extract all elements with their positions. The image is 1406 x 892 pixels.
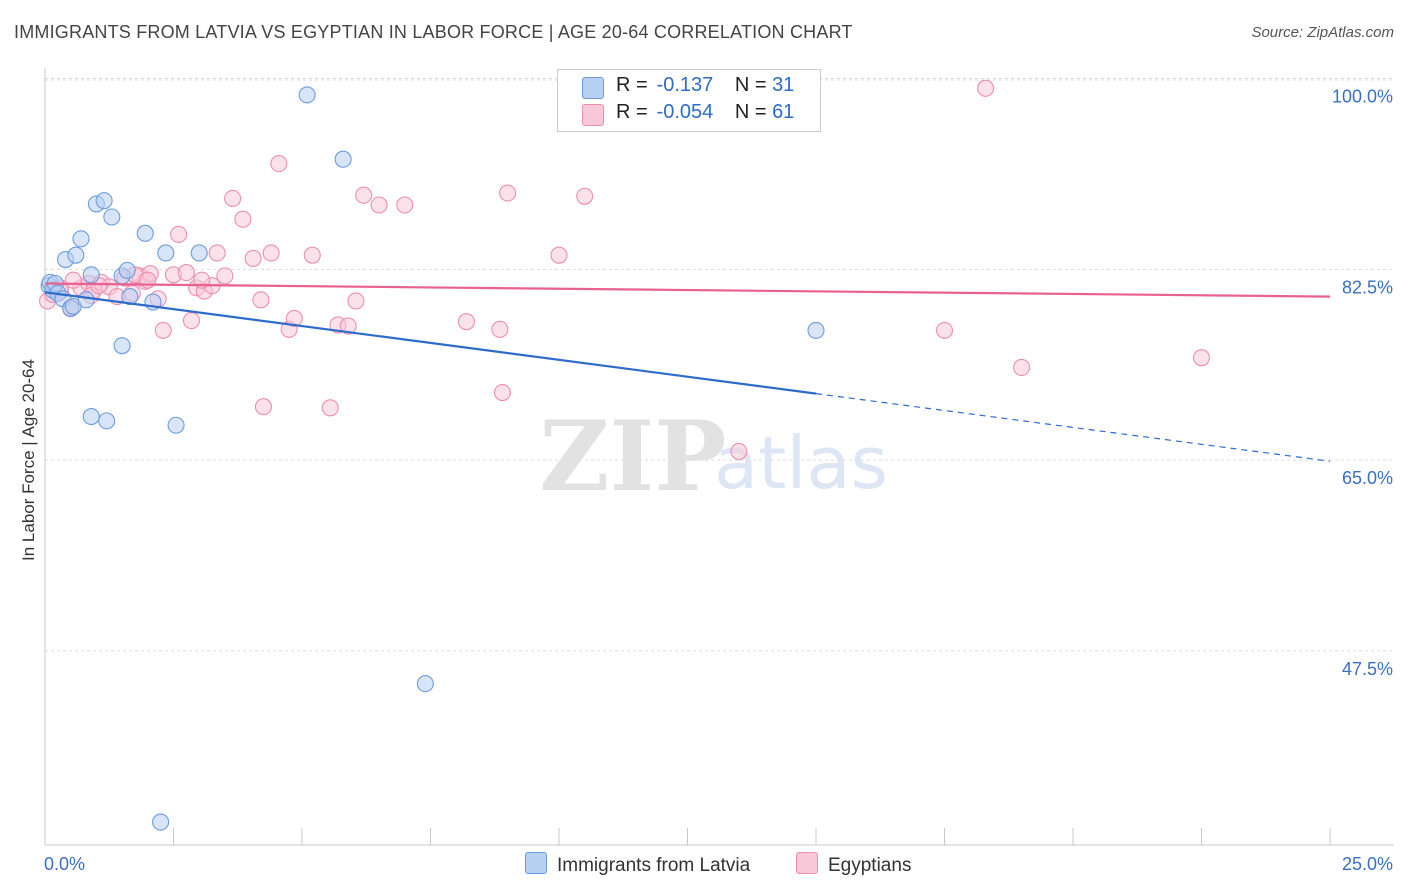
latvia-trend-line-extension — [815, 393, 1331, 462]
latvia-point — [298, 86, 316, 104]
latvia-point — [416, 675, 434, 693]
latvia-n-value: 31 — [772, 74, 795, 96]
egypt-legend-label: Egyptians — [828, 855, 912, 876]
latvia-point — [72, 230, 90, 248]
correlation-legend: R = -0.137 N = 31 R = -0.054 N = 61 — [557, 69, 821, 132]
egypt-point — [170, 225, 188, 243]
legend-r-label: R = — [616, 101, 648, 123]
egypt-r-value: -0.054 — [656, 101, 714, 123]
y-tick-label: 47.5% — [1342, 659, 1393, 679]
bottom-legend-egypt: Egyptians — [796, 852, 911, 877]
y-tick-label: 100.0% — [1332, 87, 1393, 107]
egypt-point — [262, 244, 280, 262]
legend-n-label: N = — [734, 74, 767, 96]
legend-r-label: R = — [616, 74, 648, 96]
latvia-point — [334, 150, 352, 168]
egypt-point — [457, 313, 476, 331]
latvia-point — [82, 407, 100, 426]
tick-labels: 100.0% 82.5% 65.0% 47.5% 0.0% 25.0% — [44, 87, 1393, 874]
latvia-point — [121, 288, 139, 306]
egypt-point — [339, 317, 357, 335]
grid-lines — [45, 78, 1394, 652]
egypt-point — [270, 155, 288, 173]
latvia-legend-swatch — [525, 852, 547, 874]
egypt-point — [285, 309, 303, 327]
watermark-atlas: atlas — [714, 421, 888, 505]
latvia-point — [82, 266, 100, 284]
egypt-swatch — [582, 104, 604, 126]
egypt-point — [177, 264, 195, 282]
egypt-point — [1013, 358, 1031, 377]
egypt-point — [347, 292, 365, 310]
egypt-point — [154, 321, 172, 339]
egypt-point — [550, 246, 568, 264]
bottom-legend-latvia: Immigrants from Latvia — [525, 852, 750, 877]
latvia-r-value: -0.137 — [656, 74, 714, 96]
latvia-point — [77, 291, 95, 309]
latvia-point — [118, 261, 136, 279]
watermark: ZIP atlas — [539, 400, 888, 513]
egypt-n-value: 61 — [772, 101, 795, 123]
egypt-point — [396, 196, 414, 214]
latvia-swatch — [582, 77, 604, 99]
x-tick-label: 0.0% — [44, 854, 85, 874]
egypt-point — [139, 271, 157, 289]
egypt-point — [252, 291, 270, 309]
latvia-point — [95, 192, 113, 210]
latvia-point — [157, 244, 175, 262]
latvia-point — [113, 337, 131, 355]
latvia-point — [152, 813, 170, 831]
egypt-point — [244, 249, 262, 267]
x-tick-label: 25.0% — [1342, 854, 1393, 874]
egypt-point — [370, 196, 388, 214]
egypt-point — [321, 399, 339, 417]
egypt-point — [216, 267, 234, 285]
latvia-point — [190, 244, 208, 262]
y-tick-label: 65.0% — [1342, 468, 1393, 488]
latvia-legend-label: Immigrants from Latvia — [557, 855, 751, 876]
egypt-legend-swatch — [796, 852, 818, 874]
egypt-point — [234, 210, 252, 228]
y-tick-label: 82.5% — [1342, 277, 1393, 297]
chart-title: IMMIGRANTS FROM LATVIA VS EGYPTIAN IN LA… — [14, 22, 853, 42]
egypt-point — [493, 383, 512, 402]
egypt-trend-line — [44, 282, 1331, 298]
egypt-point — [977, 79, 995, 97]
latvia-point — [103, 208, 121, 226]
egypt-point — [208, 244, 226, 262]
egypt-point — [1192, 349, 1211, 367]
egypt-point — [730, 442, 748, 460]
source-label: Source: ZipAtlas.com — [1251, 24, 1394, 41]
axes — [44, 68, 1394, 846]
egypt-point — [935, 321, 954, 339]
egypt-point — [254, 398, 273, 416]
latvia-point — [807, 321, 825, 339]
latvia-trend-line — [44, 291, 817, 395]
egypt-point — [491, 320, 509, 338]
egypt-point — [182, 312, 201, 330]
trend-lines — [44, 282, 1331, 462]
legend-n-label: N = — [734, 101, 767, 123]
latvia-point — [67, 246, 85, 264]
egypt-point — [303, 246, 321, 264]
data-points — [39, 79, 1211, 831]
egypt-point — [355, 186, 373, 204]
latvia-point — [167, 416, 185, 434]
egypt-point — [576, 187, 594, 205]
latvia-point — [136, 224, 154, 242]
egypt-point — [224, 189, 242, 208]
latvia-point — [98, 412, 116, 430]
watermark-zip: ZIP — [539, 400, 726, 513]
egypt-point — [499, 184, 517, 202]
